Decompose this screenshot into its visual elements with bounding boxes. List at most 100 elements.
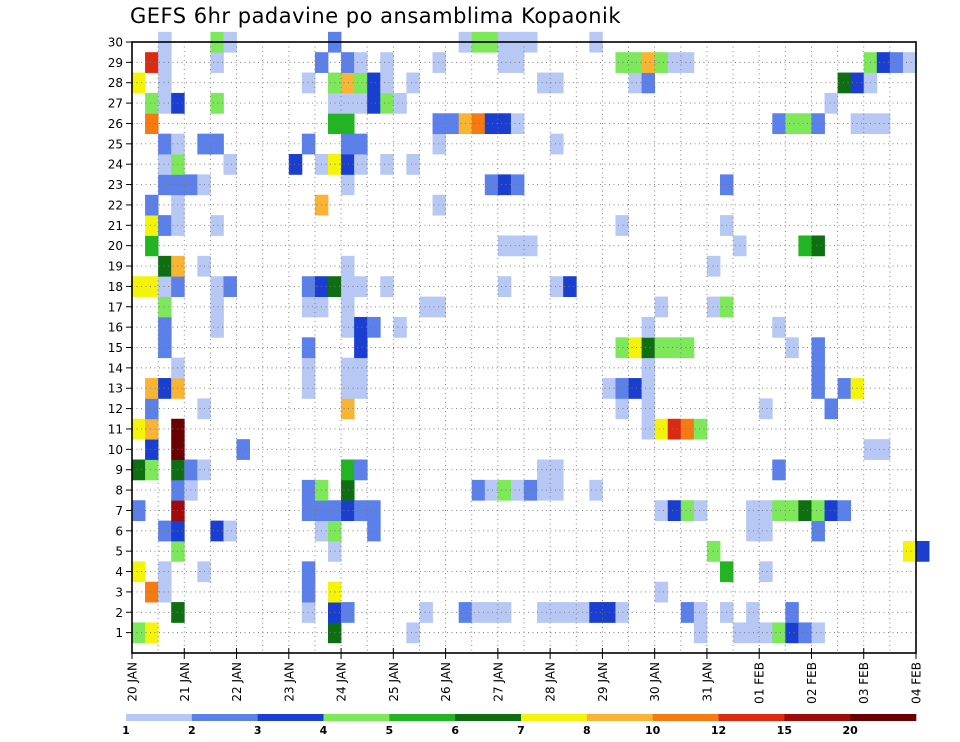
heatmap-cell xyxy=(811,235,825,257)
y-tick-label: 18 xyxy=(108,280,123,294)
heatmap-cell xyxy=(641,378,656,399)
heatmap-cell xyxy=(759,561,773,583)
y-tick-label: 28 xyxy=(108,76,123,90)
y-tick-label: 30 xyxy=(108,36,123,50)
heatmap-cell xyxy=(798,113,812,135)
x-tick-label: 20 JAN xyxy=(126,662,140,702)
heatmap-cell xyxy=(550,72,564,94)
heatmap-cell xyxy=(811,500,825,522)
heatmap-cell xyxy=(380,92,394,114)
heatmap-cell xyxy=(693,418,708,440)
heatmap-cell xyxy=(223,276,237,297)
legend-label: 10 xyxy=(645,724,661,737)
heatmap-cell xyxy=(628,378,642,399)
legend-label: 3 xyxy=(254,724,262,737)
heatmap-cell xyxy=(772,316,786,338)
heatmap-cell xyxy=(693,622,708,644)
x-tick-label: 30 JAN xyxy=(648,662,662,702)
heatmap-cell xyxy=(759,500,773,522)
legend-label: 7 xyxy=(517,724,525,737)
legend-label: 2 xyxy=(188,724,196,737)
heatmap-cell xyxy=(563,602,577,623)
heatmap-cell xyxy=(667,500,682,522)
y-tick-label: 10 xyxy=(108,443,123,457)
heatmap-cell xyxy=(654,337,669,359)
legend-label: 12 xyxy=(711,724,726,737)
heatmap-cell xyxy=(132,276,146,297)
heatmap-cell xyxy=(341,133,355,155)
heatmap-cell xyxy=(615,215,629,236)
heatmap-cell xyxy=(210,276,224,297)
heatmap-cell xyxy=(145,459,159,481)
heatmap-cell xyxy=(798,622,812,644)
heatmap-cell xyxy=(301,602,316,623)
heatmap-cell xyxy=(811,113,825,135)
grid-layer xyxy=(132,41,916,653)
heatmap-cell xyxy=(772,113,786,135)
heatmap-cell xyxy=(301,581,316,603)
heatmap-cell xyxy=(301,479,316,501)
heatmap-cell xyxy=(301,133,316,155)
heatmap-cell xyxy=(367,72,381,94)
heatmap-cell xyxy=(354,500,368,522)
heatmap-cell xyxy=(772,459,786,481)
heatmap-cell xyxy=(158,72,172,94)
y-tick-label: 11 xyxy=(108,422,123,436)
legend-swatch xyxy=(257,714,324,721)
y-tick-label: 6 xyxy=(115,524,123,538)
heatmap-cell xyxy=(563,276,577,297)
x-tick-label: 04 FEB xyxy=(910,662,924,704)
y-tick-label: 29 xyxy=(108,56,123,70)
heatmap-cell xyxy=(693,500,708,522)
y-tick-label: 17 xyxy=(108,300,123,314)
heatmap-cell xyxy=(432,52,446,73)
heatmap-cell xyxy=(537,602,551,623)
x-tick-label: 21 JAN xyxy=(178,662,192,702)
x-tick-label: 02 FEB xyxy=(805,662,819,704)
heatmap-cell xyxy=(341,459,355,481)
legend-swatch xyxy=(389,714,456,721)
heatmap-cell xyxy=(615,337,629,359)
heatmap-cell xyxy=(223,520,237,542)
heatmap-cell xyxy=(837,378,852,399)
heatmap-cell xyxy=(341,276,355,297)
heatmap-cell xyxy=(145,439,159,460)
heatmap-cell xyxy=(158,316,172,338)
heatmap-cell xyxy=(354,378,368,399)
legend-swatch xyxy=(718,714,785,721)
x-tick-label: 01 FEB xyxy=(753,662,767,704)
heatmap-cell xyxy=(537,459,551,481)
heatmap-cell xyxy=(615,398,629,420)
heatmap-cell xyxy=(680,337,695,359)
heatmap-cell xyxy=(641,316,656,338)
heatmap-cell xyxy=(341,296,355,318)
heatmap-cell xyxy=(746,622,760,644)
heatmap-cell xyxy=(341,357,355,379)
heatmap-cell xyxy=(759,520,773,542)
heatmap-cell xyxy=(341,154,355,175)
heatmap-cell xyxy=(641,52,656,73)
heatmap-cell xyxy=(772,622,786,644)
heatmap-cell xyxy=(341,378,355,399)
heatmap-cell xyxy=(367,500,381,522)
y-tick-label: 2 xyxy=(115,606,123,620)
heatmap-cell xyxy=(497,113,512,135)
y-tick-label: 7 xyxy=(115,504,123,518)
heatmap-cell xyxy=(484,479,499,501)
heatmap-cell xyxy=(654,296,669,318)
legend-swatch xyxy=(850,714,917,721)
x-tick-label: 27 JAN xyxy=(491,662,505,702)
y-tick-label: 21 xyxy=(108,219,123,233)
heatmap-cell xyxy=(132,72,146,94)
heatmap-cell xyxy=(550,479,564,501)
y-tick-label: 27 xyxy=(108,97,123,111)
heatmap-cell xyxy=(510,235,525,257)
heatmap-cell xyxy=(380,276,394,297)
heatmap-cell xyxy=(354,316,368,338)
legend-swatch xyxy=(191,714,258,721)
heatmap-cell xyxy=(367,92,381,114)
heatmap-cell xyxy=(354,337,368,359)
heatmap-cell xyxy=(667,418,682,440)
heatmap-cell xyxy=(380,52,394,73)
heatmap-cell xyxy=(537,72,551,94)
